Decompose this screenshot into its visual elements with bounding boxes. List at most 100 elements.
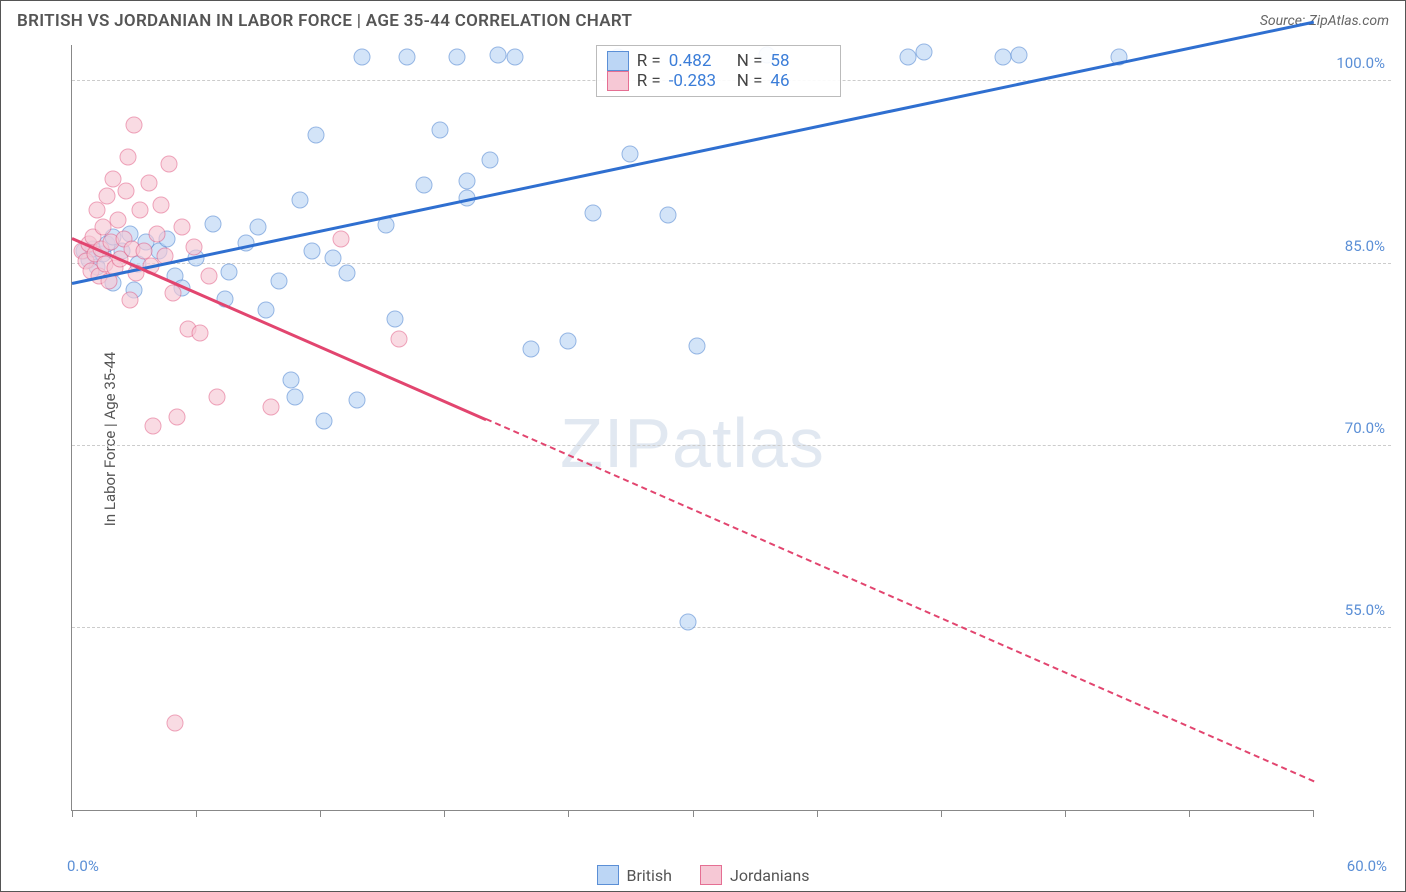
- stats-row: R =-0.283N =46: [607, 71, 831, 91]
- x-tick: [72, 810, 73, 817]
- data-point: [399, 49, 416, 66]
- y-tick-label: 70.0%: [1345, 419, 1385, 437]
- title-bar: BRITISH VS JORDANIAN IN LABOR FORCE | AG…: [1, 1, 1405, 45]
- y-tick-label: 100.0%: [1336, 54, 1385, 72]
- data-point: [506, 49, 523, 66]
- data-point: [152, 197, 169, 214]
- data-point: [386, 311, 403, 328]
- n-value: 58: [770, 51, 830, 71]
- data-point: [250, 219, 267, 236]
- y-tick-label: 55.0%: [1345, 601, 1385, 619]
- data-point: [415, 176, 432, 193]
- data-point: [169, 408, 186, 425]
- data-point: [324, 249, 341, 266]
- legend-label: Jordanians: [730, 866, 809, 885]
- data-point: [680, 613, 697, 630]
- legend-swatch: [607, 51, 629, 71]
- trend-line: [71, 237, 486, 421]
- legend-item: British: [597, 865, 672, 885]
- data-point: [339, 265, 356, 282]
- legend-swatch: [700, 865, 722, 885]
- x-tick: [320, 810, 321, 817]
- legend-label: British: [627, 866, 672, 885]
- data-point: [432, 122, 449, 139]
- data-point: [200, 267, 217, 284]
- data-point: [899, 49, 916, 66]
- data-point: [448, 49, 465, 66]
- data-point: [459, 173, 476, 190]
- grid-line: [72, 627, 1391, 628]
- data-point: [221, 264, 238, 281]
- watermark: ZIPatlas: [560, 403, 825, 483]
- data-point: [270, 272, 287, 289]
- x-tick: [444, 810, 445, 817]
- y-tick-label: 85.0%: [1345, 237, 1385, 255]
- x-tick: [568, 810, 569, 817]
- chart-title: BRITISH VS JORDANIAN IN LABOR FORCE | AG…: [17, 11, 632, 31]
- data-point: [291, 192, 308, 209]
- stat-label: N =: [737, 71, 763, 91]
- data-point: [258, 301, 275, 318]
- legend-swatch: [597, 865, 619, 885]
- x-tick: [941, 810, 942, 817]
- data-point: [208, 389, 225, 406]
- data-point: [308, 126, 325, 143]
- chart-container: BRITISH VS JORDANIAN IN LABOR FORCE | AG…: [0, 0, 1406, 892]
- stat-label: R =: [637, 51, 661, 71]
- data-point: [88, 202, 105, 219]
- grid-line: [72, 263, 1391, 264]
- legend: British Jordanians: [1, 865, 1405, 885]
- data-point: [585, 204, 602, 221]
- data-point: [161, 156, 178, 173]
- x-tick: [196, 810, 197, 817]
- data-point: [262, 398, 279, 415]
- data-point: [316, 413, 333, 430]
- data-point: [99, 187, 116, 204]
- stats-box: R =0.482N =58R =-0.283N =46: [596, 45, 842, 97]
- x-tick: [693, 810, 694, 817]
- data-point: [523, 340, 540, 357]
- source-label: Source: ZipAtlas.com: [1260, 13, 1389, 29]
- data-point: [490, 46, 507, 63]
- data-point: [192, 324, 209, 341]
- x-tick: [1189, 810, 1190, 817]
- x-axis-labels: 0.0% 60.0%: [71, 821, 1313, 845]
- data-point: [349, 391, 366, 408]
- data-point: [167, 714, 184, 731]
- trend-line: [486, 418, 1315, 782]
- data-point: [119, 148, 136, 165]
- legend-item: Jordanians: [700, 865, 809, 885]
- data-point: [283, 372, 300, 389]
- data-point: [148, 226, 165, 243]
- legend-swatch: [607, 71, 629, 91]
- data-point: [186, 238, 203, 255]
- r-value: -0.283: [669, 71, 729, 91]
- stat-label: R =: [637, 71, 661, 91]
- data-point: [109, 211, 126, 228]
- data-point: [353, 49, 370, 66]
- data-point: [688, 338, 705, 355]
- data-point: [121, 292, 138, 309]
- data-point: [303, 243, 320, 260]
- data-point: [287, 389, 304, 406]
- data-point: [659, 207, 676, 224]
- data-point: [390, 330, 407, 347]
- grid-line: [72, 445, 1391, 446]
- data-point: [144, 418, 161, 435]
- data-point: [332, 231, 349, 248]
- plot-area: ZIPatlas 100.0%85.0%70.0%55.0%R =0.482N …: [71, 45, 1313, 811]
- stat-label: N =: [737, 51, 763, 71]
- x-tick: [1065, 810, 1066, 817]
- plot-wrap: In Labor Force | Age 35-44 ZIPatlas 100.…: [51, 45, 1391, 833]
- data-point: [560, 333, 577, 350]
- data-point: [481, 152, 498, 169]
- data-point: [204, 215, 221, 232]
- data-point: [173, 219, 190, 236]
- x-tick: [1313, 810, 1314, 817]
- data-point: [916, 44, 933, 61]
- r-value: 0.482: [669, 51, 729, 71]
- data-point: [140, 175, 157, 192]
- data-point: [622, 146, 639, 163]
- data-point: [132, 202, 149, 219]
- x-tick: [817, 810, 818, 817]
